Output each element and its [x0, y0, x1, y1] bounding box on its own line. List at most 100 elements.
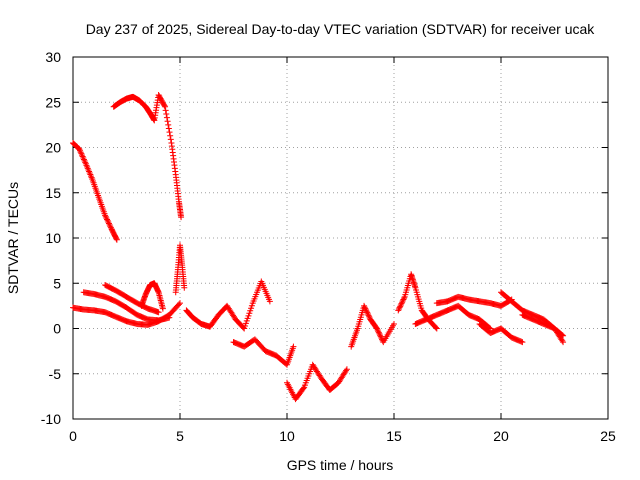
data-point-interp: [106, 221, 113, 228]
data-point: [519, 339, 526, 346]
x-tick-label: 20: [493, 428, 509, 444]
data-point: [361, 302, 368, 309]
data-point: [181, 284, 188, 291]
data-point-interp: [376, 330, 383, 337]
data-point-interp: [362, 305, 369, 312]
data-point-interp: [104, 217, 111, 224]
y-tick-label: 30: [45, 49, 61, 65]
data-point-interp: [175, 301, 182, 308]
data-point-interp: [399, 297, 406, 304]
y-tick-label: 0: [53, 321, 61, 337]
data-point: [159, 305, 166, 312]
data-point-interp: [107, 223, 114, 230]
y-axis-ticks: -10 -5 0 5 10 15 20 25 30: [41, 49, 608, 427]
data-point: [166, 314, 173, 321]
data-point-interp: [165, 121, 172, 128]
series-arc-low-4: [138, 280, 166, 312]
data-points: [70, 92, 567, 403]
data-point-interp: [243, 317, 250, 324]
data-point-interp: [396, 304, 403, 311]
x-tick-label: 10: [279, 428, 295, 444]
data-point: [560, 332, 567, 339]
data-point: [391, 320, 397, 327]
series-arc-low-2: [80, 289, 173, 324]
data-point-interp: [375, 329, 382, 336]
data-point-interp: [244, 315, 251, 322]
y-tick-label: 20: [45, 140, 61, 156]
data-point-interp: [401, 295, 408, 302]
data-point-interp: [113, 235, 120, 242]
data-point-interp: [374, 326, 381, 333]
data-point: [290, 343, 297, 350]
data-point-interp: [78, 152, 85, 159]
data-point-interp: [164, 118, 171, 125]
data-point-interp: [248, 305, 255, 312]
data-point: [162, 103, 169, 110]
data-point-interp: [364, 311, 371, 318]
y-axis-label: SDTVAR / TECUs: [5, 182, 21, 294]
chart-title: Day 237 of 2025, Sidereal Day-to-day VTE…: [86, 21, 596, 37]
series-spike-5h: [172, 242, 188, 296]
data-point-interp: [300, 385, 307, 392]
data-point-interp: [81, 157, 88, 164]
data-point-interp: [79, 153, 86, 160]
y-tick-label: 10: [45, 230, 61, 246]
data-point-interp: [559, 332, 566, 339]
data-point: [433, 325, 440, 332]
y-tick-label: 5: [53, 275, 61, 291]
data-point-interp: [245, 312, 252, 319]
data-point-interp: [242, 320, 249, 327]
data-point: [266, 298, 273, 305]
data-point-interp: [247, 307, 254, 314]
series-cluster-5-10h: [183, 278, 273, 332]
data-point-interp: [399, 299, 406, 306]
grid-lines: [73, 57, 608, 419]
x-tick-label: 15: [386, 428, 402, 444]
data-point-interp: [361, 304, 368, 311]
data-point-interp: [77, 149, 84, 156]
data-point-interp: [162, 107, 169, 114]
data-point-interp: [432, 324, 439, 331]
data-point-interp: [248, 302, 255, 309]
data-point: [102, 212, 109, 219]
data-point-interp: [246, 310, 253, 317]
data-point-interp: [167, 132, 174, 139]
data-point-interp: [78, 150, 85, 157]
data-point-interp: [559, 337, 566, 344]
data-point-interp: [362, 306, 369, 313]
series-arc-21-23h: [519, 311, 567, 339]
data-point: [241, 325, 248, 332]
data-point: [343, 366, 350, 373]
data-point-interp: [82, 159, 89, 166]
data-point-interp: [242, 322, 249, 329]
series-arc-high-peak: [110, 92, 185, 221]
series-arc-low-3: [102, 282, 162, 316]
data-point-interp: [377, 332, 384, 339]
data-point-interp: [398, 300, 405, 307]
data-point-interp: [77, 147, 84, 154]
data-point-interp: [165, 125, 172, 132]
data-point-interp: [366, 313, 373, 320]
data-point-interp: [397, 303, 404, 310]
x-axis-label: GPS time / hours: [287, 457, 394, 473]
data-point-interp: [103, 215, 110, 222]
data-point-interp: [375, 328, 382, 335]
data-point-interp: [80, 156, 87, 163]
data-point-interp: [400, 296, 407, 303]
data-point-interp: [102, 213, 109, 220]
data-point: [76, 146, 83, 153]
y-tick-label: -5: [49, 366, 62, 382]
series-cluster-13-15h: [348, 302, 397, 350]
y-tick-label: 15: [45, 185, 61, 201]
series-arc-low-1: [70, 300, 183, 328]
series-cluster-7-10h-low: [230, 336, 297, 368]
series-arc-high-decline: [70, 139, 120, 243]
data-point-interp: [163, 111, 170, 118]
data-point-interp: [105, 220, 112, 227]
data-point-interp: [105, 219, 112, 226]
data-point-interp: [161, 102, 168, 109]
x-axis-ticks: 0 5 10 15 20 25: [69, 57, 616, 444]
x-tick-label: 0: [69, 428, 77, 444]
data-point-interp: [364, 309, 371, 316]
